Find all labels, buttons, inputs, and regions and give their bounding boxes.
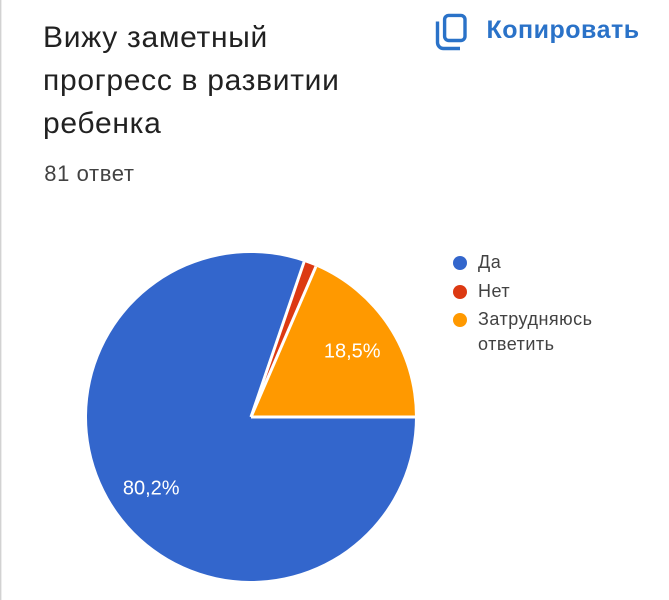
svg-text:80,2%: 80,2% xyxy=(123,477,180,499)
svg-text:18,5%: 18,5% xyxy=(324,340,381,362)
